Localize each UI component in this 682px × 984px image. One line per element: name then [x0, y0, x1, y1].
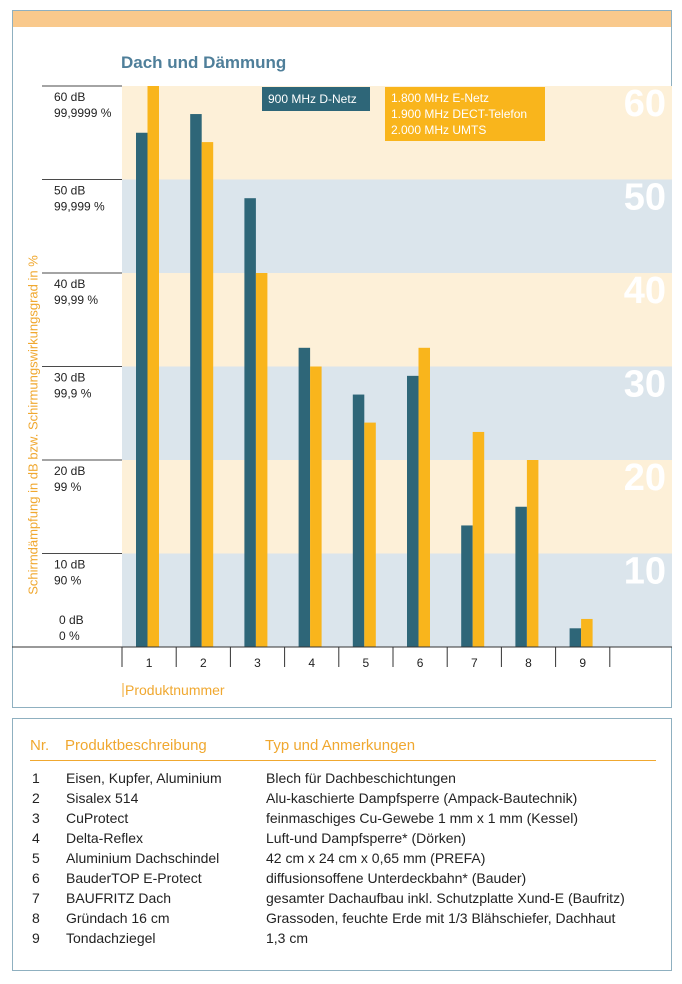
- table-header-rule: [30, 760, 656, 761]
- table-cell-desc: Delta-Reflex: [66, 830, 144, 846]
- bar-d-netz: [190, 114, 202, 648]
- table-cell-type: 1,3 cm: [266, 930, 309, 946]
- y-tick-label-db: 50 dB: [54, 184, 85, 198]
- y-axis-label: Schirmdämpfung in dB bzw. Schirmungswirk…: [25, 255, 41, 595]
- bar-d-netz: [136, 132, 148, 647]
- table-cell-type: Grassoden, feuchte Erde mit 1/3 Blähschi…: [266, 910, 616, 926]
- x-tick-label: 1: [146, 656, 153, 670]
- bar-d-netz: [244, 198, 256, 647]
- legend-e-netz: 1.800 MHz E-Netz 1.900 MHz DECT-Telefon …: [385, 87, 545, 141]
- y-tick-label-percent: 99,9999 %: [54, 106, 112, 120]
- table-cell-nr: 1: [32, 770, 40, 786]
- table-cell-nr: 4: [32, 830, 40, 846]
- bar-e-netz: [201, 142, 214, 647]
- bar-d-netz: [407, 375, 419, 647]
- table-cell-nr: 9: [32, 930, 40, 946]
- table-cell-desc: BauderTOP E-Protect: [66, 870, 202, 886]
- table-cell-type: Luft-und Dampfsperre* (Dörken): [266, 830, 466, 846]
- table-header-description: Produktbeschreibung: [65, 737, 207, 754]
- table-header-type: Typ und Anmerkungen: [265, 737, 416, 754]
- x-tick-label: 8: [525, 656, 532, 670]
- table-cell-nr: 2: [32, 790, 40, 806]
- y-tick-label-percent: 0 %: [59, 629, 80, 643]
- table-header-nr: Nr.: [30, 737, 50, 754]
- bar-e-netz: [418, 347, 430, 647]
- x-tick-label: 7: [471, 656, 478, 670]
- x-tick-label: 9: [579, 656, 586, 670]
- table-cell-type: diffusionsoffene Unterdeckbahn* (Bauder): [266, 870, 527, 886]
- table-cell-type: feinmaschiges Cu-Gewebe 1 mm x 1 mm (Kes…: [266, 810, 578, 826]
- x-axis-label: Produktnummer: [125, 682, 225, 698]
- legend-e-netz-line: 2.000 MHz UMTS: [391, 123, 487, 137]
- y-tick-label-db: 10 dB: [54, 558, 85, 572]
- y-tick-label-percent: 90 %: [54, 574, 82, 588]
- x-tick-label: 2: [200, 656, 207, 670]
- y-tick-label-db: 30 dB: [54, 371, 85, 385]
- table-cell-nr: 5: [32, 850, 40, 866]
- legend-e-netz-line: 1.800 MHz E-Netz: [391, 91, 490, 105]
- x-tick-label: 4: [308, 656, 315, 670]
- legend-e-netz-line: 1.900 MHz DECT-Telefon: [391, 107, 528, 121]
- table-cell-type: 42 cm x 24 cm x 0,65 mm (PREFA): [266, 850, 486, 866]
- y-tick-label-db: 60 dB: [54, 90, 85, 104]
- y-tick-label-db: 20 dB: [54, 464, 85, 478]
- bar-e-netz: [255, 273, 268, 647]
- table-cell-nr: 7: [32, 890, 40, 906]
- band-number-label: 40: [624, 270, 666, 312]
- band-number-label: 10: [624, 551, 666, 593]
- table-cell-desc: BAUFRITZ Dach: [66, 890, 172, 906]
- band-number-label: 30: [624, 364, 666, 406]
- table-cell-desc: Tondachziegel: [66, 930, 156, 946]
- table-cell-nr: 3: [32, 810, 40, 826]
- y-tick-label-percent: 99,9 %: [54, 387, 92, 401]
- y-tick-label-db: 0 dB: [59, 613, 84, 627]
- bar-d-netz: [515, 506, 527, 647]
- bar-e-netz: [472, 431, 485, 647]
- grid-band: [122, 179, 672, 273]
- grid-band: [122, 460, 672, 554]
- table-cell-desc: Eisen, Kupfer, Aluminium: [66, 770, 222, 786]
- grid-band: [122, 273, 672, 367]
- x-tick-label: 5: [363, 656, 370, 670]
- bar-e-netz: [147, 86, 159, 647]
- bar-d-netz: [569, 628, 582, 647]
- bar-d-netz: [352, 394, 365, 647]
- table-cell-desc: Aluminium Dachschindel: [66, 850, 220, 866]
- legend-d-netz: 900 MHz D-Netz: [262, 87, 370, 111]
- table-cell-nr: 6: [32, 870, 40, 886]
- band-number-label: 50: [624, 177, 666, 219]
- grid-band: [122, 366, 672, 460]
- bar-d-netz: [461, 525, 473, 647]
- table-cell-type: gesamter Dachaufbau inkl. Schutzplatte X…: [266, 890, 625, 906]
- chart-title: Dach und Dämmung: [121, 53, 287, 72]
- y-tick-label-db: 40 dB: [54, 277, 85, 291]
- x-tick-label: 6: [417, 656, 424, 670]
- y-tick-label-percent: 99,999 %: [54, 200, 105, 214]
- bar-e-netz: [581, 618, 593, 647]
- table-cell-type: Alu-kaschierte Dampfsperre (Ampack-Baute…: [266, 790, 578, 806]
- bar-e-netz: [364, 422, 376, 647]
- y-tick-label-percent: 99 %: [54, 480, 82, 494]
- bar-d-netz: [298, 347, 311, 647]
- band-number-label: 20: [624, 457, 666, 499]
- x-tick-label: 3: [254, 656, 261, 670]
- table-cell-desc: CuProtect: [66, 810, 129, 826]
- y-tick-label-percent: 99,99 %: [54, 293, 98, 307]
- table-cell-type: Blech für Dachbeschichtungen: [266, 770, 456, 786]
- chart-header-bar: [13, 11, 671, 27]
- band-number-label: 60: [624, 83, 666, 125]
- table-cell-nr: 8: [32, 910, 40, 926]
- bar-e-netz: [310, 366, 322, 647]
- bar-e-netz: [526, 460, 539, 647]
- table-cell-desc: Sisalex 514: [66, 790, 139, 806]
- product-table: [12, 718, 672, 971]
- table-cell-desc: Gründach 16 cm: [66, 910, 170, 926]
